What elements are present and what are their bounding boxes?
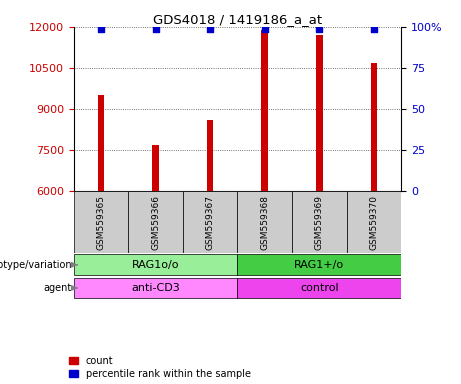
Text: RAG1o/o: RAG1o/o [132, 260, 179, 270]
Bar [74, 192, 128, 253]
Bar [292, 192, 347, 253]
Text: control: control [300, 283, 338, 293]
Text: GSM559367: GSM559367 [206, 195, 215, 250]
Bar [207, 120, 213, 192]
Bar [98, 96, 104, 192]
Point [152, 25, 160, 31]
Bar [237, 278, 401, 298]
Bar [237, 192, 292, 253]
Bar [74, 278, 237, 298]
Text: RAG1+/o: RAG1+/o [294, 260, 344, 270]
Text: GSM559366: GSM559366 [151, 195, 160, 250]
Text: agent: agent [44, 283, 72, 293]
Legend: count, percentile rank within the sample: count, percentile rank within the sample [70, 356, 251, 379]
Bar [237, 254, 401, 275]
Bar [74, 254, 237, 275]
Text: GSM559365: GSM559365 [96, 195, 106, 250]
Point [370, 25, 378, 31]
Bar [128, 192, 183, 253]
Point [261, 25, 268, 31]
Bar [347, 192, 401, 253]
Point [207, 25, 214, 31]
Text: GSM559369: GSM559369 [315, 195, 324, 250]
Text: GSM559370: GSM559370 [369, 195, 378, 250]
Bar [371, 63, 377, 192]
Text: anti-CD3: anti-CD3 [131, 283, 180, 293]
Bar [261, 30, 268, 192]
Point [315, 25, 323, 31]
Bar [183, 192, 237, 253]
Text: genotype/variation: genotype/variation [0, 260, 72, 270]
Title: GDS4018 / 1419186_a_at: GDS4018 / 1419186_a_at [153, 13, 322, 26]
Point [97, 25, 105, 31]
Text: GSM559368: GSM559368 [260, 195, 269, 250]
Bar [316, 35, 323, 192]
Bar [152, 145, 159, 192]
